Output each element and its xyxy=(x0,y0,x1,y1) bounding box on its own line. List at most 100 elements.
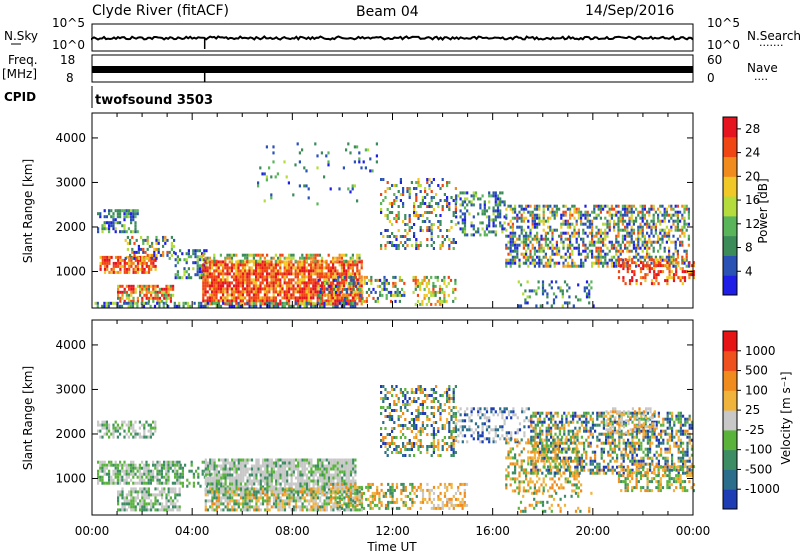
power-cell xyxy=(152,297,154,300)
power-cell xyxy=(121,291,123,294)
power-cell xyxy=(568,301,570,304)
power-cell xyxy=(512,208,514,211)
power-cell xyxy=(220,296,222,299)
velocity-cell xyxy=(220,483,222,486)
power-cell xyxy=(358,257,360,260)
power-cell xyxy=(400,235,402,238)
power-cell xyxy=(639,232,641,235)
power-cell xyxy=(421,279,423,282)
power-cell xyxy=(505,247,507,250)
velocity-cell xyxy=(130,421,132,424)
power-cell xyxy=(106,305,108,308)
velocity-cell xyxy=(233,490,235,493)
power-cell xyxy=(677,214,679,217)
velocity-cell xyxy=(326,465,328,468)
power-cell xyxy=(606,226,608,229)
power-cell xyxy=(439,220,441,223)
velocity-cell xyxy=(225,496,227,499)
velocity-cell xyxy=(119,493,121,496)
power-cell xyxy=(644,256,646,259)
power-cell xyxy=(493,221,495,224)
power-cell xyxy=(211,260,213,263)
power-cell xyxy=(688,211,690,214)
power-cell xyxy=(292,272,294,275)
power-cell xyxy=(631,250,633,253)
power-cell xyxy=(582,262,584,265)
power-cell xyxy=(146,285,148,288)
colorbar-segment xyxy=(723,216,737,236)
power-cell xyxy=(622,220,624,223)
power-cell xyxy=(108,302,110,305)
power-cell xyxy=(323,275,325,278)
power-cell xyxy=(613,226,615,229)
power-cell xyxy=(677,217,679,220)
power-cell xyxy=(218,269,220,272)
power-cell xyxy=(303,281,305,284)
power-cell xyxy=(117,265,119,268)
power-cell xyxy=(204,287,206,290)
power-cell xyxy=(520,283,522,286)
power-cell xyxy=(128,262,130,265)
power-cell xyxy=(251,287,253,290)
power-cell xyxy=(439,199,441,202)
power-cell xyxy=(432,294,434,297)
power-cell xyxy=(549,217,551,220)
velocity-cell xyxy=(179,487,181,490)
power-cell xyxy=(437,220,439,223)
power-cell xyxy=(399,300,401,303)
velocity-cell xyxy=(297,462,299,465)
velocity-cell xyxy=(165,493,167,496)
power-cell xyxy=(666,264,668,267)
velocity-cell xyxy=(99,464,101,467)
velocity-cell xyxy=(286,474,288,477)
velocity-cell xyxy=(240,480,242,483)
power-cell xyxy=(413,208,415,211)
power-cell xyxy=(163,297,165,300)
velocity-cell xyxy=(159,502,161,505)
power-cell xyxy=(144,251,146,254)
power-cell xyxy=(566,289,568,292)
power-cell xyxy=(204,269,206,272)
power-cell xyxy=(110,224,112,227)
power-cell xyxy=(328,263,330,266)
power-cell xyxy=(262,278,264,281)
velocity-cell xyxy=(231,487,233,490)
power-cell xyxy=(565,253,567,256)
power-cell xyxy=(275,269,277,272)
power-cell xyxy=(686,205,688,208)
velocity-cell xyxy=(310,474,312,477)
power-cell xyxy=(606,262,608,265)
power-cell xyxy=(681,241,683,244)
power-cell xyxy=(231,269,233,272)
power-cell xyxy=(426,238,428,241)
power-cell xyxy=(149,245,151,248)
velocity-cell xyxy=(249,474,251,477)
power-cell xyxy=(600,205,602,208)
power-cell xyxy=(306,287,308,290)
power-cell xyxy=(661,238,663,241)
power-cell xyxy=(551,247,553,250)
power-cell xyxy=(529,229,531,232)
power-cell xyxy=(593,244,595,247)
power-cell xyxy=(188,267,190,270)
velocity-cell xyxy=(110,479,112,482)
power-cell xyxy=(672,253,674,256)
power-cell xyxy=(618,264,620,267)
power-cell xyxy=(473,191,475,194)
power-cell xyxy=(615,205,617,208)
velocity-cell xyxy=(130,502,132,505)
power-cell xyxy=(588,292,590,295)
power-cell xyxy=(218,287,220,290)
velocity-cell xyxy=(319,462,321,465)
power-cell xyxy=(104,268,106,271)
power-cell xyxy=(218,281,220,284)
velocity-cell xyxy=(271,471,273,474)
power-cell xyxy=(545,232,547,235)
power-cell xyxy=(545,241,547,244)
velocity-cell xyxy=(233,487,235,490)
power-cell xyxy=(295,287,297,290)
power-cell xyxy=(110,302,112,305)
velocity-cell xyxy=(146,508,148,511)
power-cell xyxy=(633,205,635,208)
power-cell xyxy=(413,291,415,294)
